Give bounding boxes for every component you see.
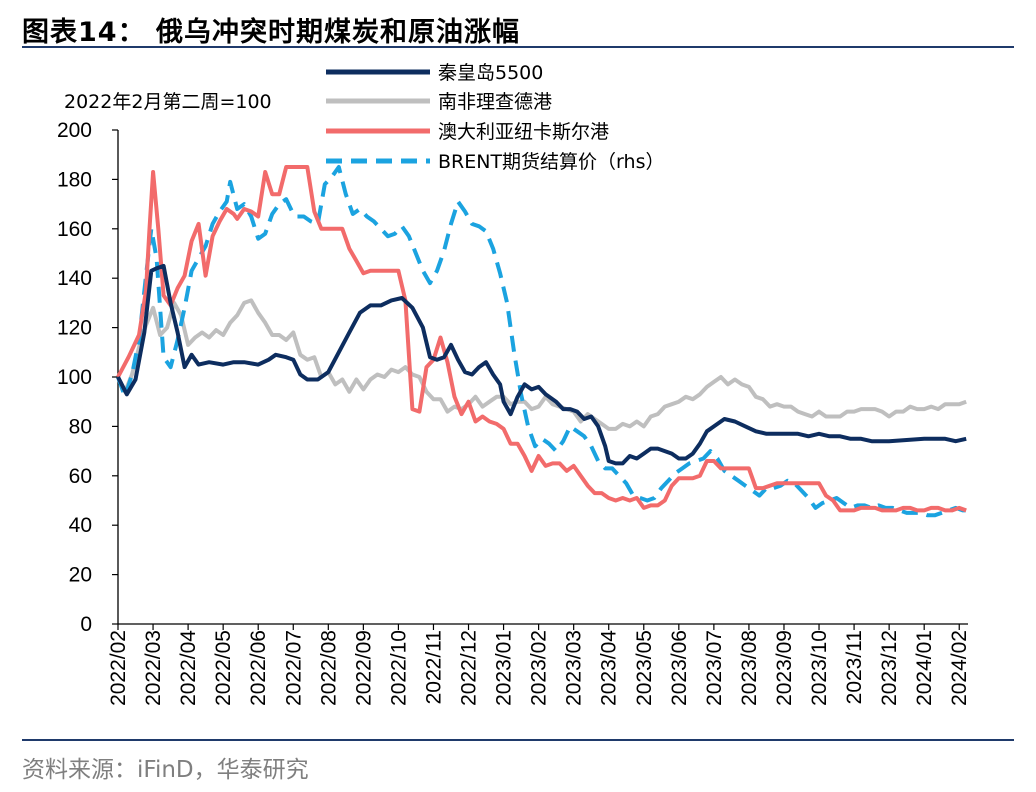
- x-tick-label: 2022/04: [177, 630, 200, 706]
- y-tick-label: 120: [57, 317, 92, 340]
- x-tick-label: 2023/02: [528, 630, 551, 706]
- x-tick-label: 2023/01: [493, 630, 516, 706]
- y-tick-label: 80: [69, 415, 92, 438]
- x-tick-label: 2023/05: [633, 630, 656, 706]
- x-tick-label: 2022/07: [282, 630, 305, 706]
- x-tick-label: 2023/04: [598, 630, 621, 706]
- x-tick-label: 2022/08: [317, 630, 340, 706]
- x-tick-label: 2024/02: [948, 630, 971, 706]
- x-tick-label: 2023/03: [563, 630, 586, 706]
- x-tick-label: 2022/05: [212, 630, 235, 706]
- legend-label-2: 澳大利亚纽卡斯尔港: [438, 121, 609, 143]
- x-tick-label: 2022/09: [352, 630, 375, 706]
- figure-title: 图表14： 俄乌冲突时期煤炭和原油涨幅: [22, 17, 520, 48]
- y-tick-label: 140: [57, 267, 92, 290]
- y-tick-label: 20: [69, 564, 92, 587]
- x-tick-label: 2023/09: [773, 630, 796, 706]
- x-tick-label: 2023/11: [843, 630, 866, 704]
- x-tick-label: 2023/08: [738, 630, 761, 706]
- top-rule: [22, 46, 1014, 48]
- legend-label-0: 秦皇岛5500: [438, 62, 543, 84]
- y-tick-label: 160: [57, 218, 92, 241]
- x-tick-label: 2022/03: [142, 630, 165, 706]
- series-line-2: [116, 165, 967, 513]
- x-tick-label: 2022/10: [387, 630, 410, 706]
- series-line-0: [116, 263, 967, 466]
- x-tick-label: 2023/10: [808, 630, 831, 706]
- y-tick-label: 200: [57, 119, 92, 142]
- y-tick-label: 60: [69, 465, 92, 488]
- x-tick-label: 2022/02: [107, 630, 130, 706]
- x-tick-label: 2022/06: [247, 630, 270, 706]
- source-note: 资料来源：iFinD，华泰研究: [22, 757, 309, 783]
- legend-label-1: 南非理查德港: [438, 91, 552, 113]
- x-tick-label: 2022/12: [458, 630, 481, 706]
- series-line-1: [116, 298, 967, 431]
- x-tick-label: 2023/06: [668, 630, 691, 706]
- y-tick-label: 100: [57, 366, 92, 389]
- y-tick-label: 40: [69, 514, 92, 537]
- series-layer: [116, 165, 970, 518]
- chart-axes: 0 20 40 60 80 100 120 140 160 180 200 2022/02 2022/0…: [57, 119, 971, 706]
- x-tick-label: 2023/12: [878, 630, 901, 706]
- y-tick-label: 180: [57, 168, 92, 191]
- x-tick-label: 2024/01: [913, 630, 936, 706]
- legend-label-3: BRENT期货结算价（rhs）: [438, 151, 664, 173]
- bottom-rule: [22, 739, 1014, 741]
- x-tick-label: 2022/11: [422, 630, 445, 704]
- x-tick-label: 2023/07: [703, 630, 726, 706]
- unit-label: 2022年2月第二周=100: [64, 91, 272, 113]
- y-tick-label: 0: [80, 613, 92, 636]
